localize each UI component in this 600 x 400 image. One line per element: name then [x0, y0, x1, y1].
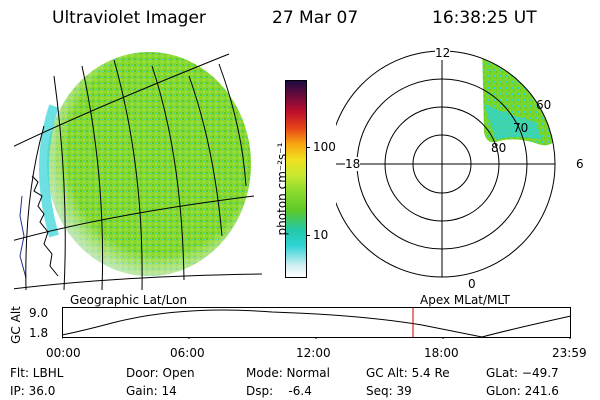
altitude-left-caption: Geographic Lat/Lon [70, 293, 188, 307]
instrument-title: Ultraviolet Imager [52, 8, 206, 28]
lat-label-80: 80 [491, 141, 507, 155]
info-seq: Seq: 39 [366, 384, 412, 398]
colorbar-unit-label: photon cm⁻²s⁻¹ [275, 142, 289, 236]
altitude-ylabel: GC Alt [9, 306, 23, 344]
altitude-xtick-1800: 18:00 [424, 346, 459, 360]
mlt-label-12: 12 [435, 46, 451, 60]
observation-time: 16:38:25 UT [432, 8, 537, 28]
polar-plot [336, 50, 556, 278]
altitude-right-caption: Apex MLat/MLT [420, 293, 510, 307]
altitude-ytick-1.8: 1.8 [29, 326, 49, 340]
mlt-label-6: 6 [576, 157, 584, 171]
colorbar-tick-10: 10 [313, 228, 329, 242]
info-glat: GLat: −49.7 [486, 366, 559, 380]
mlt-label-18: 18 [345, 157, 361, 171]
altitude-plot [62, 307, 572, 339]
altitude-xtick-1200: 12:00 [296, 346, 331, 360]
lat-label-70: 70 [513, 121, 529, 135]
observation-date: 27 Mar 07 [272, 8, 359, 28]
info-mode: Mode: Normal [246, 366, 330, 380]
altitude-xtick-0600: 06:00 [170, 346, 205, 360]
altitude-xtick-2359: 23:59 [552, 346, 587, 360]
altitude-curve [62, 309, 572, 338]
lat-label-60: 60 [536, 98, 552, 112]
info-flt: Flt: LBHL [10, 366, 64, 380]
info-glon: GLon: 241.6 [486, 384, 559, 398]
colorbar [285, 80, 307, 278]
altitude-xtick-0000: 00:00 [46, 346, 81, 360]
info-door: Door: Open [126, 366, 195, 380]
mlt-label-0: 0 [468, 277, 476, 291]
colorbar-tick-100: 100 [313, 140, 336, 154]
info-ip: IP: 36.0 [10, 384, 56, 398]
info-gain: Gain: 14 [126, 384, 177, 398]
colorbar-tick-mark-10 [306, 235, 310, 236]
altitude-ytick-9: 9.0 [29, 306, 49, 320]
info-dsp: Dsp: -6.4 [246, 384, 312, 398]
info-gc-alt: GC Alt: 5.4 Re [366, 366, 450, 380]
colorbar-tick-mark-100 [306, 147, 310, 148]
geographic-image [14, 52, 262, 290]
